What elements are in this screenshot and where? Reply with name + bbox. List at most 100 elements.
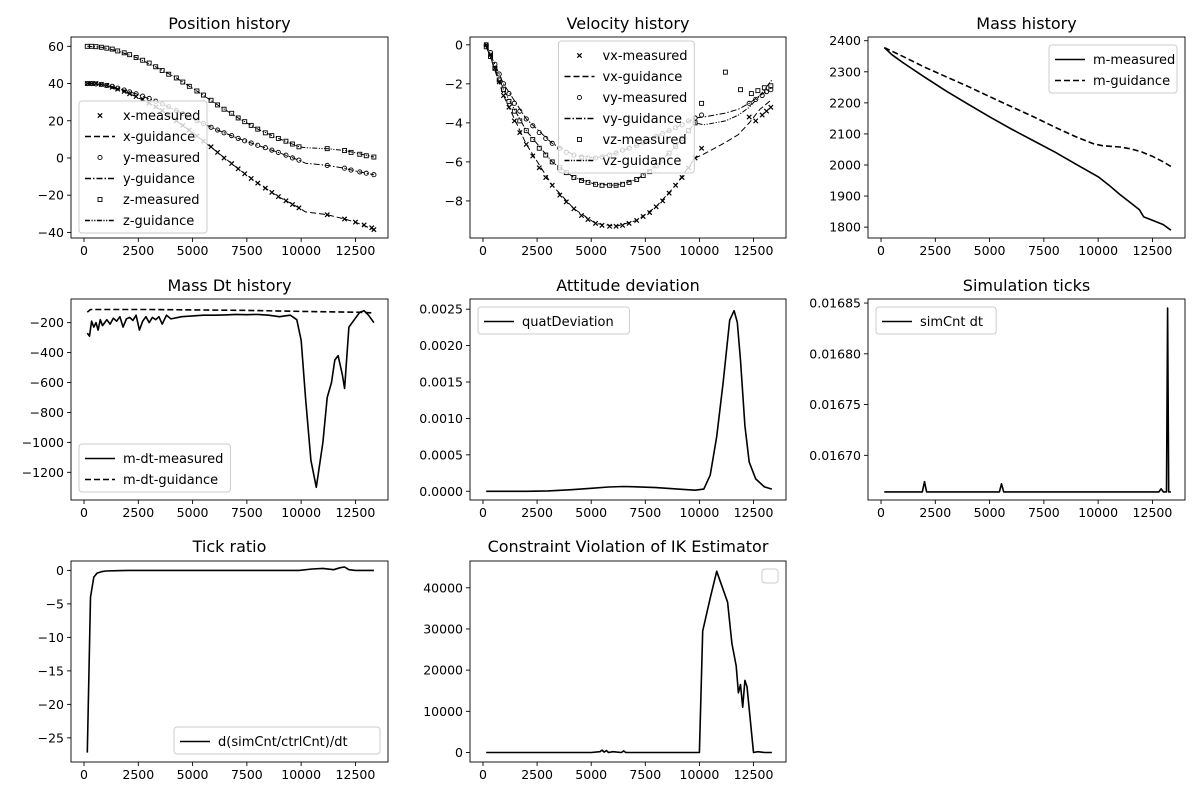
d-simcnt-ctrlcnt-dt-line <box>86 566 374 753</box>
vz-measured-point <box>492 65 498 71</box>
legend-box <box>761 568 779 584</box>
legend: d(simCnt/ctrlCnt)/dt <box>173 726 381 755</box>
x-tick-label: 0 <box>479 243 487 258</box>
legend-label-z-guidance: z-guidance <box>123 214 194 229</box>
y-tick-label: −20 <box>38 188 64 203</box>
y-measured-point <box>208 124 214 130</box>
y-tick-label: −40 <box>38 225 64 240</box>
x-tick-label: 12500 <box>1133 505 1173 520</box>
legend-box <box>78 100 208 234</box>
legend-box <box>78 443 231 493</box>
vy-measured-point <box>753 96 759 102</box>
legend-label-vx-guidance: vx-guidance <box>602 70 682 85</box>
x-tick-label: 10000 <box>1078 243 1118 258</box>
vz-measured-point <box>536 145 542 151</box>
y-measured-point <box>215 127 221 133</box>
x-tick-label: 0 <box>479 767 487 782</box>
x-measured-point <box>324 212 330 218</box>
y-measured-point <box>242 138 248 144</box>
vz-measured-point <box>517 118 523 124</box>
x-tick-label: 7500 <box>1028 505 1060 520</box>
ik-constraint-violation-panel: Constraint Violation of IK Estimator 0 25… <box>423 537 787 782</box>
legend-label-simcnt-dt: simCnt dt <box>920 315 983 330</box>
z-measured-point <box>200 92 206 98</box>
vz-measured-point <box>699 100 705 106</box>
z-measured-point <box>248 122 254 128</box>
position-history-title: Position history <box>168 14 290 33</box>
axes-frame <box>469 560 787 763</box>
y-tick-label: 60 <box>48 39 64 54</box>
x-tick-label: 12500 <box>336 505 376 520</box>
legend-label-y-measured: y-measured <box>123 151 200 166</box>
legend-marker-x-measured <box>97 112 103 119</box>
x-tick-label: 10000 <box>281 767 321 782</box>
legend-label-z-measured: z-measured <box>123 193 199 208</box>
vx-measured-point <box>626 220 632 226</box>
legend-label-x-measured: x-measured <box>123 109 200 124</box>
x-tick-label: 10000 <box>680 767 720 782</box>
legend-marker-vy-measured <box>576 94 583 101</box>
y-tick-label: −8 <box>445 193 463 208</box>
y-tick-label: −25 <box>38 730 64 745</box>
x-guidance-line <box>87 83 375 231</box>
vx-measured-point <box>557 192 563 198</box>
x-tick-label: 2500 <box>521 767 553 782</box>
mass-history-title: Mass history <box>976 14 1076 33</box>
y-measured-point <box>133 91 139 97</box>
y-measured-point <box>289 155 296 161</box>
vx-measured-point <box>500 92 507 99</box>
z-measured-point <box>115 48 121 54</box>
y-measured-point <box>104 82 110 88</box>
x-tick-label: 2500 <box>521 243 553 258</box>
legend-label-vy-guidance: vy-guidance <box>602 112 682 127</box>
y-tick-label: 30000 <box>423 621 463 636</box>
legend-box <box>1048 44 1178 94</box>
legend-label-x-guidance: x-guidance <box>123 130 195 145</box>
y-tick-label: 0.01685 <box>809 296 861 311</box>
x-tick-label: 0 <box>479 505 487 520</box>
legend-box <box>477 306 630 335</box>
axes-frame <box>867 298 1186 501</box>
z-measured-point <box>262 130 268 136</box>
y-measured-point <box>269 147 275 153</box>
vx-measured-points <box>483 42 774 229</box>
vz-measured-point <box>530 137 536 142</box>
legend-label-d-simcnt-ctrlcnt-dt: d(simCnt/ctrlCnt)/dt <box>218 735 348 750</box>
vx-measured-point <box>578 212 585 219</box>
legend-label-vz-guidance: vz-guidance <box>602 154 681 169</box>
legend-box <box>875 306 997 335</box>
m-guidance-line <box>883 46 1172 168</box>
y-tick-label: 2100 <box>829 126 861 141</box>
y-tick-label: 20 <box>48 113 64 128</box>
y-measured-point <box>127 89 133 95</box>
z-measured-point <box>159 68 165 73</box>
vz-measured-point <box>599 182 605 188</box>
y-tick-label: −1000 <box>22 435 64 450</box>
x-tick-label: 2500 <box>122 505 154 520</box>
y-tick-label: −600 <box>30 375 64 390</box>
axes-frame <box>867 36 1186 239</box>
y-tick-label: 40 <box>48 76 64 91</box>
vz-measured-point <box>549 159 555 165</box>
vz-measured-point <box>755 88 761 94</box>
x-tick-label: 10000 <box>281 505 321 520</box>
x-tick-label: 0 <box>877 505 885 520</box>
x-tick-label: 12500 <box>1133 243 1173 258</box>
y-tick-label: 0.0010 <box>419 411 463 426</box>
x-tick-label: 2500 <box>919 243 951 258</box>
velocity-history-title: Velocity history <box>567 14 690 33</box>
vx-measured-point <box>517 129 523 136</box>
legend-marker-vx-measured <box>576 52 583 59</box>
z-measured-point <box>283 138 289 144</box>
axes-frame <box>469 36 787 239</box>
x-tick-label: 7500 <box>629 767 661 782</box>
legend-label-quatdeviation: quatDeviation <box>522 315 614 330</box>
axes-frame <box>469 298 787 501</box>
y-measured-point <box>255 142 261 148</box>
x-tick-label: 2500 <box>122 243 154 258</box>
m-measured-line <box>883 47 1172 231</box>
z-measured-point <box>215 102 221 108</box>
y-tick-label: 0.0000 <box>419 484 463 499</box>
legend-label-vy-measured: vy-measured <box>602 91 687 106</box>
z-measured-point <box>208 97 214 103</box>
